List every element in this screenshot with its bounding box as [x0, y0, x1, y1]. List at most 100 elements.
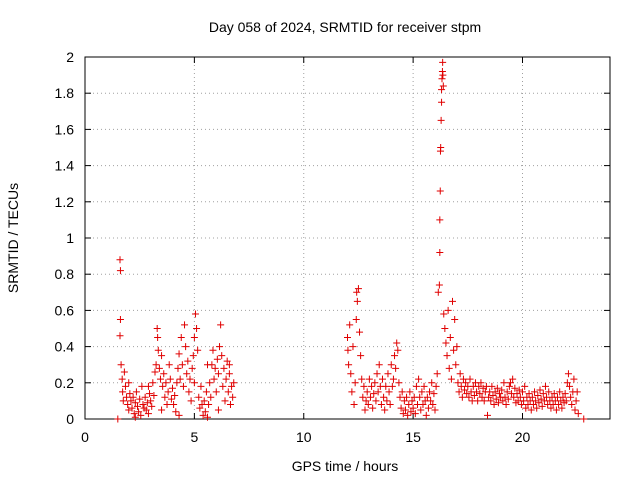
data-point: [442, 339, 450, 347]
data-point: [137, 411, 145, 419]
x-tick-label: 15: [405, 429, 421, 445]
data-point: [217, 321, 225, 329]
y-tick-label: 2: [66, 49, 74, 65]
data-point: [550, 390, 558, 398]
data-point: [480, 397, 488, 405]
data-point: [372, 397, 380, 405]
data-point: [428, 379, 436, 387]
data-point: [504, 395, 512, 403]
data-point: [439, 82, 447, 90]
data-point: [452, 361, 460, 369]
data-point: [527, 406, 535, 414]
x-tick-label: 5: [190, 429, 198, 445]
y-tick-label: 1.4: [55, 158, 75, 174]
data-point: [573, 388, 581, 396]
data-point: [125, 406, 133, 414]
data-point: [455, 388, 463, 396]
data-point: [572, 397, 580, 405]
data-point: [221, 397, 229, 405]
data-point: [381, 406, 389, 414]
data-point: [398, 388, 406, 396]
data-point: [116, 315, 124, 323]
data-point: [223, 357, 231, 365]
data-point: [191, 310, 199, 318]
data-point: [487, 397, 495, 405]
data-point: [220, 364, 228, 372]
data-point: [415, 375, 423, 383]
data-point: [555, 401, 563, 409]
data-point: [373, 370, 381, 378]
data-point: [200, 397, 208, 405]
data-point: [474, 397, 482, 405]
data-point: [132, 388, 140, 396]
data-point: [154, 346, 162, 354]
data-point: [152, 361, 160, 369]
data-point: [400, 397, 408, 405]
data-point: [476, 390, 484, 398]
data-point: [230, 379, 238, 387]
data-point: [148, 402, 156, 410]
data-point: [465, 393, 473, 401]
data-point: [359, 393, 367, 401]
data-point: [194, 346, 202, 354]
data-point: [131, 399, 139, 407]
data-point: [395, 379, 403, 387]
data-point: [225, 361, 233, 369]
data-point: [143, 399, 151, 407]
data-point: [380, 393, 388, 401]
data-point: [519, 388, 526, 396]
data-point: [348, 388, 356, 396]
data-point: [409, 404, 417, 412]
data-point: [142, 406, 150, 414]
data-point: [434, 288, 442, 296]
data-point: [167, 395, 175, 403]
data-point: [443, 352, 451, 360]
data-point: [149, 379, 157, 387]
data-point: [534, 391, 542, 399]
data-point: [155, 364, 163, 372]
data-point: [552, 406, 560, 414]
data-point: [444, 306, 452, 314]
data-point: [128, 404, 136, 412]
data-point: [218, 352, 226, 360]
data-point: [498, 386, 506, 394]
data-point: [135, 408, 143, 416]
data-point: [451, 315, 459, 323]
data-point: [170, 401, 178, 409]
data-point: [384, 370, 392, 378]
data-point: [506, 379, 514, 387]
data-point: [370, 390, 378, 398]
data-point: [120, 368, 128, 376]
y-tick-label: 0.2: [55, 375, 75, 391]
data-point: [491, 388, 499, 396]
data-point: [388, 382, 396, 390]
data-point: [459, 375, 467, 383]
data-point: [129, 393, 137, 401]
x-tick-label: 10: [296, 429, 312, 445]
data-point: [499, 397, 507, 405]
data-point: [558, 404, 566, 412]
data-point: [529, 401, 537, 409]
data-point: [438, 86, 446, 94]
data-point: [416, 393, 424, 401]
data-point: [478, 393, 486, 401]
data-point: [127, 397, 135, 405]
data-point: [153, 325, 161, 332]
data-point: [456, 370, 464, 378]
data-point: [166, 375, 174, 383]
data-point: [175, 350, 183, 358]
data-point: [219, 382, 227, 390]
data-point: [393, 339, 401, 347]
data-point: [494, 399, 502, 407]
data-point: [387, 361, 395, 369]
data-point: [531, 388, 539, 396]
data-point: [199, 411, 207, 419]
data-point: [515, 386, 523, 394]
data-point: [517, 401, 525, 409]
data-point: [371, 379, 379, 387]
data-point: [477, 379, 485, 387]
data-point: [119, 388, 127, 396]
data-point: [440, 310, 448, 318]
data-point: [182, 343, 190, 351]
